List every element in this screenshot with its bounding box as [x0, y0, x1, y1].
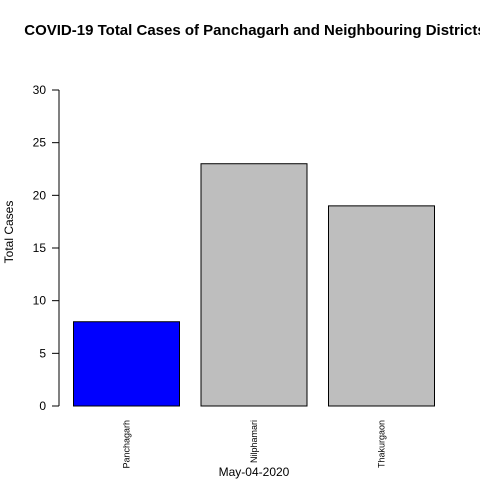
x-axis-label: May-04-2020 [219, 465, 290, 479]
y-tick-label: 30 [33, 83, 47, 97]
y-tick-label: 5 [39, 346, 46, 360]
x-tick-labels: Panchagarh Nilphamari Thakurgaon [122, 420, 387, 469]
bar-panchagarh [73, 321, 180, 407]
chart-title: COVID-19 Total Cases of Panchagarh and N… [24, 22, 480, 39]
y-tick-label: 25 [33, 136, 47, 150]
y-axis-label: Total Cases [2, 201, 16, 264]
y-tick-label: 0 [39, 399, 46, 413]
bar-nilphamari [200, 163, 308, 407]
x-tick-label-nilphamari: Nilphamari [249, 420, 259, 463]
x-tick-label-thakurgaon: Thakurgaon [377, 420, 387, 468]
x-tick-label-panchagarh: Panchagarh [122, 420, 132, 469]
y-axis: 0 5 10 15 20 25 30 [33, 83, 60, 413]
y-tick-label: 15 [33, 241, 47, 255]
bar-thakurgaon [328, 205, 435, 407]
bars-group [73, 163, 435, 407]
y-tick-label: 10 [33, 294, 47, 308]
y-tick-label: 20 [33, 188, 47, 202]
